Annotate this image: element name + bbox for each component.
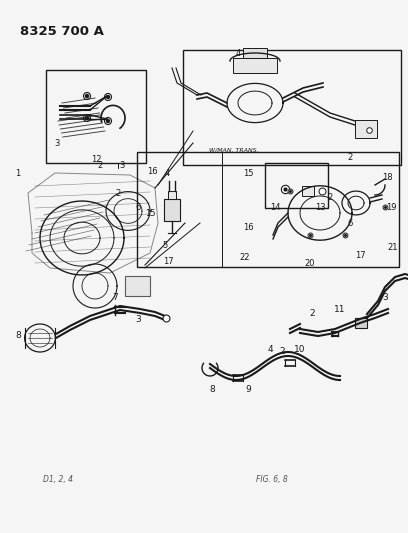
- Bar: [302, 186, 314, 196]
- Text: 8: 8: [209, 385, 215, 394]
- Bar: [243, 48, 267, 58]
- Text: 21: 21: [388, 244, 398, 253]
- Text: 2: 2: [279, 348, 285, 357]
- Text: 3: 3: [119, 160, 125, 169]
- Text: 13: 13: [315, 203, 325, 212]
- Text: W/MAN. TRANS.: W/MAN. TRANS.: [209, 147, 259, 152]
- Text: 16: 16: [147, 166, 157, 175]
- Circle shape: [106, 95, 109, 99]
- Bar: [183, 50, 401, 165]
- Text: 15: 15: [145, 208, 155, 217]
- Text: 22: 22: [240, 254, 250, 262]
- Text: 8325 700 A: 8325 700 A: [20, 25, 104, 38]
- Text: FIG. 6, 8: FIG. 6, 8: [256, 475, 288, 484]
- Text: 9: 9: [245, 385, 251, 394]
- Bar: [164, 199, 180, 221]
- Circle shape: [106, 119, 109, 123]
- Bar: [355, 318, 367, 328]
- Text: 4: 4: [235, 49, 241, 58]
- Text: 10: 10: [294, 345, 306, 354]
- Text: 18: 18: [382, 173, 392, 182]
- Text: 11: 11: [334, 305, 346, 314]
- Text: 4: 4: [164, 168, 170, 177]
- Bar: [46, 70, 146, 163]
- Text: 3: 3: [54, 139, 60, 148]
- Bar: [355, 120, 377, 138]
- Text: 17: 17: [355, 251, 365, 260]
- Text: 17: 17: [163, 256, 173, 265]
- Text: 2: 2: [309, 309, 315, 318]
- Circle shape: [86, 117, 89, 119]
- Text: 3: 3: [382, 294, 388, 303]
- Text: 3: 3: [135, 316, 141, 325]
- Text: 20: 20: [305, 259, 315, 268]
- Text: 6: 6: [347, 219, 353, 228]
- Text: 16: 16: [243, 223, 253, 232]
- Text: 7: 7: [112, 294, 118, 303]
- Text: D1, 2, 4: D1, 2, 4: [43, 475, 73, 484]
- Text: 1: 1: [16, 168, 21, 177]
- Bar: [137, 152, 399, 267]
- Bar: [168, 191, 176, 199]
- Text: 19: 19: [386, 204, 396, 213]
- Text: 4: 4: [267, 345, 273, 354]
- Text: 2: 2: [115, 189, 121, 198]
- Text: 12: 12: [91, 156, 101, 165]
- Circle shape: [86, 94, 89, 98]
- Text: 2: 2: [98, 160, 103, 169]
- Bar: [265, 163, 328, 208]
- Text: 15: 15: [243, 168, 253, 177]
- Text: 2: 2: [327, 193, 333, 203]
- Bar: [125, 276, 150, 296]
- Text: 14: 14: [270, 203, 280, 212]
- Text: 8: 8: [15, 330, 21, 340]
- Text: 5: 5: [162, 240, 168, 249]
- Bar: [233, 58, 277, 73]
- Text: 2: 2: [347, 152, 353, 161]
- Text: 6: 6: [135, 204, 141, 213]
